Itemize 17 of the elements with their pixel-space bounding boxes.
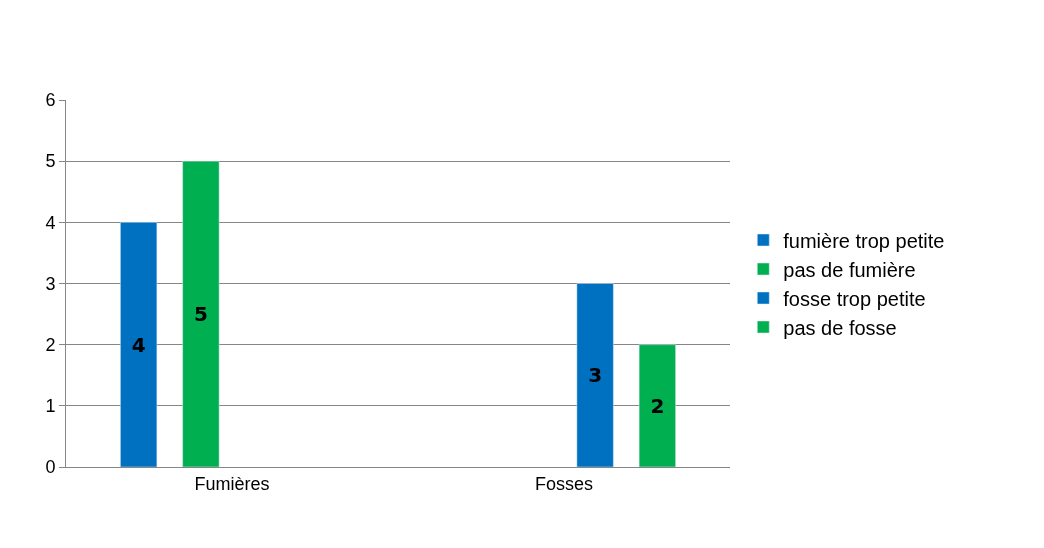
legend-label: pas de fosse bbox=[783, 316, 897, 339]
legend-label: fosse trop petite bbox=[783, 287, 926, 310]
y-tick-label: 0 bbox=[45, 457, 56, 478]
y-tick-label: 3 bbox=[45, 273, 56, 294]
legend-label: fumière trop petite bbox=[783, 229, 945, 252]
data-label: 5 bbox=[193, 302, 208, 327]
y-tick-label: 2 bbox=[45, 334, 56, 355]
y-tick-label: 5 bbox=[45, 151, 56, 172]
y-tick-label: 4 bbox=[45, 212, 56, 233]
data-label: 3 bbox=[588, 363, 603, 388]
data-label: 2 bbox=[650, 393, 665, 418]
data-label: 4 bbox=[131, 332, 146, 357]
y-tick-label: 6 bbox=[45, 90, 56, 111]
x-tick-label: Fosses bbox=[534, 473, 594, 494]
legend-label: pas de fumière bbox=[783, 258, 916, 281]
x-tick-label: Fumières bbox=[194, 473, 270, 494]
y-tick-label: 1 bbox=[45, 396, 56, 417]
